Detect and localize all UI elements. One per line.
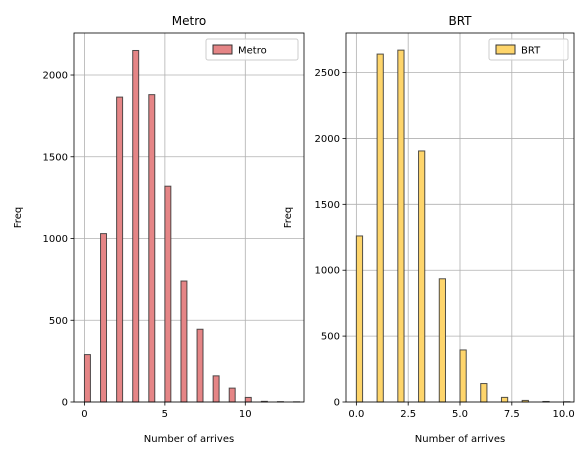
metro-bar xyxy=(116,96,124,403)
metro-grid xyxy=(74,33,304,403)
brt-bar xyxy=(480,383,488,403)
metro-bar xyxy=(83,354,91,403)
brt-x-tick-label: 10.0 xyxy=(553,409,575,420)
metro-bar xyxy=(100,233,108,403)
metro-y-tick-label: 500 xyxy=(49,316,68,327)
metro-y-tick-label: 2000 xyxy=(43,71,68,82)
metro-chart: 0 5 10 0 500 1000 1500 2000 Metro Number of ar… xyxy=(13,14,305,445)
brt-legend-label: BRT xyxy=(521,46,541,57)
metro-y-tick-label: 1000 xyxy=(43,234,68,245)
metro-plot-frame xyxy=(73,32,305,403)
metro-bar xyxy=(196,328,204,403)
brt-bar xyxy=(418,150,426,403)
metro-legend-swatch xyxy=(212,44,233,55)
brt-y-ticks: 0 500 1000 1500 2000 2500 xyxy=(315,68,346,409)
brt-x-axis-title: Number of arrives xyxy=(415,434,505,445)
brt-y-tick-label: 1500 xyxy=(315,200,340,211)
brt-bar xyxy=(376,53,384,403)
metro-x-tick-label: 5 xyxy=(162,409,168,420)
brt-x-tick-label: 0.0 xyxy=(348,409,364,420)
brt-y-tick-label: 500 xyxy=(321,332,340,343)
metro-chart-title: Metro xyxy=(172,14,206,28)
metro-bar xyxy=(244,396,252,403)
brt-x-tick-label: 5.0 xyxy=(452,409,468,420)
brt-y-tick-label: 0 xyxy=(334,398,340,409)
metro-y-tick-label: 0 xyxy=(62,398,68,409)
brt-x-tick-label: 2.5 xyxy=(400,409,416,420)
metro-legend-label: Metro xyxy=(238,46,267,57)
brt-bar xyxy=(459,349,467,403)
metro-x-axis-title: Number of arrives xyxy=(144,434,234,445)
metro-y-ticks: 0 500 1000 1500 2000 xyxy=(43,71,74,409)
brt-y-tick-label: 2000 xyxy=(315,134,340,145)
brt-y-axis-title: Freq xyxy=(283,207,294,228)
brt-y-tick-label: 1000 xyxy=(315,266,340,277)
brt-chart: 0.0 2.5 5.0 7.5 10.0 0 500 1000 1500 2000 2500 BR… xyxy=(283,14,575,445)
metro-bar xyxy=(148,94,156,403)
metro-x-tick-label: 0 xyxy=(81,409,87,420)
metro-legend: Metro xyxy=(205,38,299,61)
metro-x-tick-label: 10 xyxy=(239,409,252,420)
brt-x-ticks: 0.0 2.5 5.0 7.5 10.0 xyxy=(348,402,575,420)
brt-chart-title: BRT xyxy=(448,14,472,28)
metro-bar xyxy=(228,387,236,403)
metro-y-tick-label: 1500 xyxy=(43,152,68,163)
metro-legend-box xyxy=(205,38,299,61)
brt-bar xyxy=(438,278,446,403)
brt-y-tick-label: 2500 xyxy=(315,68,340,79)
metro-y-axis-title: Freq xyxy=(13,207,24,228)
metro-bar xyxy=(212,375,220,403)
metro-x-ticks: 0 5 10 xyxy=(81,402,252,420)
brt-bar xyxy=(355,235,364,403)
metro-bar xyxy=(164,185,172,403)
brt-legend: BRT xyxy=(488,38,569,61)
brt-bars xyxy=(355,49,571,403)
brt-bar xyxy=(397,49,405,403)
brt-legend-swatch xyxy=(495,44,516,55)
metro-bar xyxy=(132,49,140,403)
metro-bars xyxy=(83,49,301,403)
brt-legend-box xyxy=(488,38,569,61)
brt-x-tick-label: 7.5 xyxy=(504,409,520,420)
metro-bar xyxy=(180,280,188,403)
brt-bar xyxy=(500,396,509,403)
